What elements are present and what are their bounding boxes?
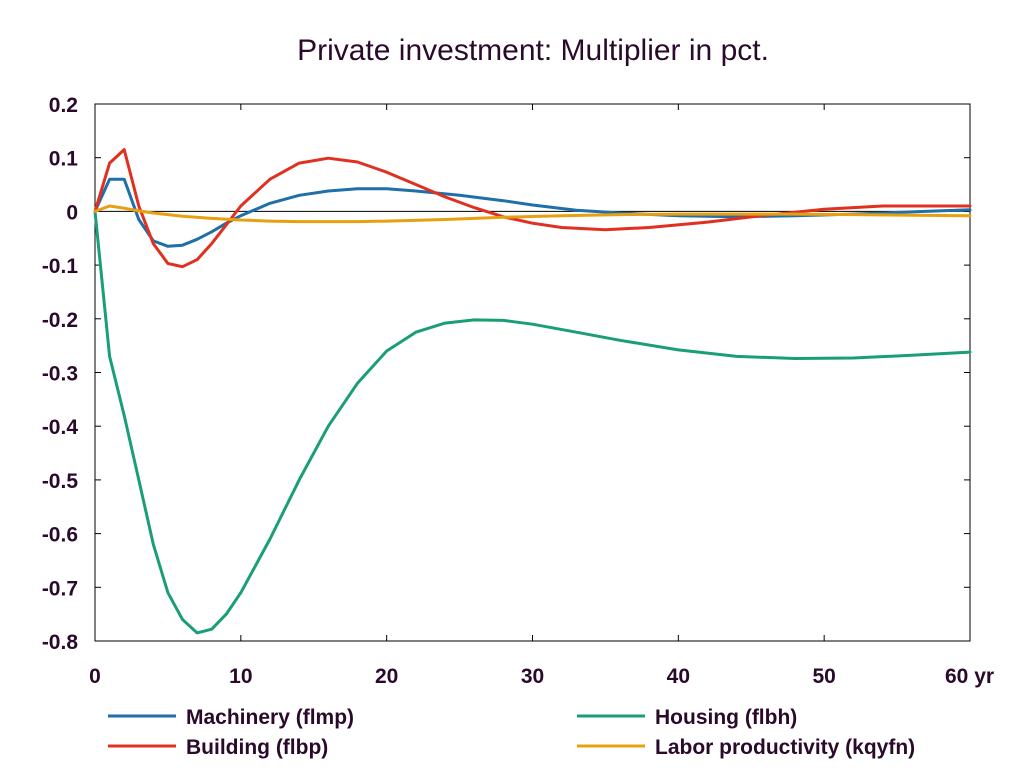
chart-title: Private investment: Multiplier in pct. [297,34,769,67]
x-tick-label: 0 [89,665,101,688]
y-tick-label: 0 [66,201,78,224]
plot-frame [94,103,971,642]
series-line-housing-flbh [93,209,972,635]
y-tick-label: -0.6 [42,524,78,547]
y-tick-label: -0.4 [42,416,79,439]
y-tick-labels: 0.2 0.1 0 -0.1 -0.2 -0.3 -0.4 -0.5 -0.6 -0.7 -0.8 [42,94,79,654]
axis-ticks [94,103,971,642]
y-tick-label: -0.8 [42,631,79,654]
legend-label: Labor productivity (kqyfn) [655,736,915,759]
x-tick-label: 50 [812,665,835,688]
y-tick-label: -0.2 [42,309,78,332]
y-tick-label: -0.5 [42,470,79,493]
y-tick-label: -0.3 [42,363,78,386]
series-line-machinery-flmp [93,177,972,248]
legend-label: Machinery (flmp) [186,706,354,729]
y-tick-label: -0.1 [42,255,79,278]
x-tick-labels: 0 10 20 30 40 50 60 yr [89,665,994,688]
y-tick-label: -0.7 [42,577,78,600]
x-tick-label: 10 [229,665,252,688]
series-lines [93,148,972,635]
series-line-building-flbp [93,148,972,269]
legend-label: Housing (flbh) [655,706,797,729]
legend-label: Building (flbp) [186,736,328,759]
legend: Machinery (flmp) Housing (flbh) Building (… [108,706,915,759]
y-tick-label: 0.1 [49,148,79,171]
y-tick-label: 0.2 [49,94,78,117]
x-tick-label: 40 [667,665,690,688]
x-tick-label: 20 [375,665,398,688]
x-tick-label: 60 yr [945,665,994,688]
x-tick-label: 30 [521,665,544,688]
series-line-labor-productivity-kqyfn [93,204,972,224]
